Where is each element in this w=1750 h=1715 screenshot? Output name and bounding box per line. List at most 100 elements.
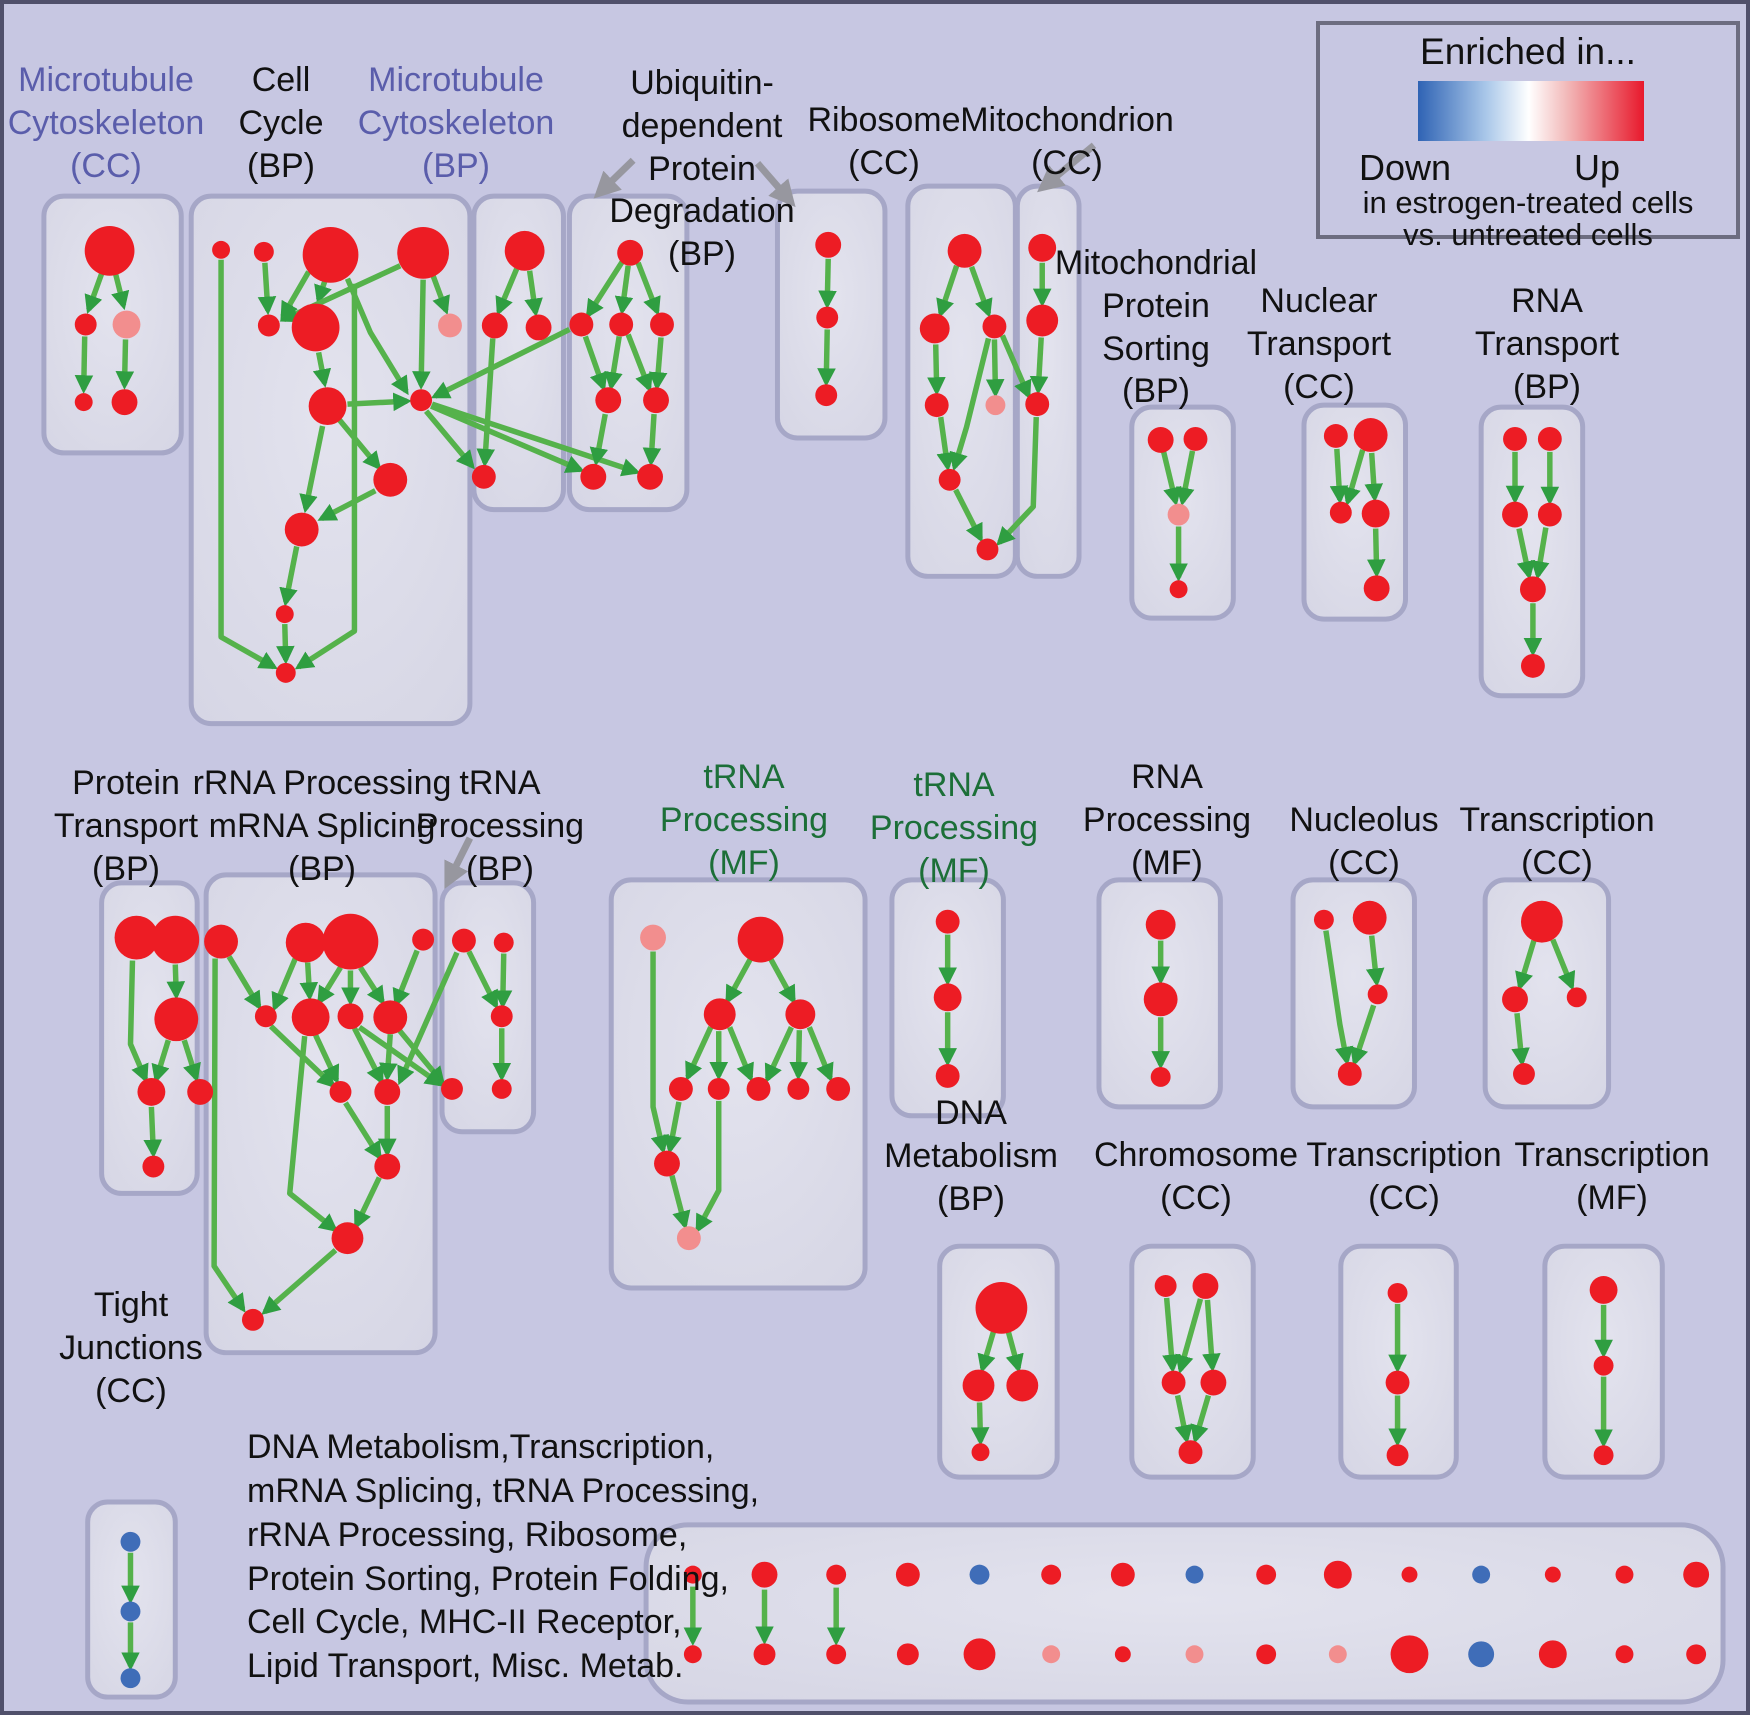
go-term-node (826, 1644, 847, 1665)
edge (347, 392, 412, 412)
go-term-node (490, 1005, 513, 1028)
edge (949, 337, 992, 472)
edge (1174, 1394, 1193, 1444)
go-term-node (481, 312, 508, 339)
go-term-node (397, 226, 449, 279)
edge (84, 272, 105, 314)
edge (378, 1033, 398, 1082)
go-term-node (302, 226, 359, 283)
go-term-node (1192, 1273, 1219, 1299)
go-term-node (935, 909, 960, 934)
go-term-node (471, 464, 496, 489)
edge (353, 1176, 382, 1230)
annotation-arrow (593, 157, 636, 199)
legend-down-label: Down (1358, 147, 1452, 188)
edge (669, 1174, 691, 1230)
go-term-node (1387, 1283, 1408, 1303)
go-term-node (284, 512, 319, 547)
edge (977, 1330, 997, 1374)
go-term-node (1323, 424, 1348, 448)
edge (968, 265, 993, 318)
go-term-node (1041, 1564, 1062, 1585)
edge (357, 1024, 444, 1087)
go-term-node (1154, 1275, 1177, 1297)
go-term-node (1042, 1645, 1061, 1664)
go-term-node (204, 924, 238, 959)
go-term-node (1367, 984, 1388, 1005)
go-term-node (935, 1064, 960, 1088)
go-term-node (112, 310, 141, 339)
go-term-node (683, 1565, 702, 1584)
edge (768, 957, 796, 1005)
edge (466, 950, 499, 1010)
edge (614, 265, 634, 316)
go-term-node (374, 1153, 401, 1180)
go-term-node (683, 1645, 702, 1664)
go-term-node (1353, 418, 1388, 452)
edge (648, 337, 668, 391)
edge (1516, 527, 1536, 580)
go-term-node (963, 1638, 996, 1671)
go-term-node (337, 1003, 364, 1030)
go-term-node (187, 1078, 214, 1105)
go-term-node (1256, 1644, 1277, 1665)
go-term-node (212, 240, 231, 259)
go-term-node (751, 1561, 778, 1588)
go-term-node (1200, 1369, 1227, 1396)
go-term-node (895, 1562, 920, 1587)
edge (279, 545, 300, 607)
go-term-node (1385, 1370, 1410, 1395)
edge (789, 1030, 808, 1081)
edge (524, 270, 543, 318)
go-term-node (1145, 909, 1176, 940)
edge (1160, 451, 1182, 507)
edge (115, 339, 135, 390)
go-term-node (120, 1668, 141, 1689)
go-term-node (1352, 900, 1387, 935)
edge (1162, 1297, 1181, 1374)
go-term-node (120, 1601, 141, 1622)
go-term-node (1114, 1646, 1131, 1663)
go-term-node (1686, 1644, 1707, 1665)
edge (397, 951, 460, 1086)
go-term-node (151, 915, 200, 964)
edge (663, 1101, 682, 1155)
go-term-node (976, 538, 999, 561)
go-term-node (1313, 909, 1334, 930)
go-term-node (111, 389, 138, 416)
go-term-node (1538, 1640, 1567, 1669)
go-term-node (609, 312, 634, 337)
legend: Enriched in... Down Up in estrogen-treat… (1316, 21, 1740, 252)
edge (412, 279, 431, 390)
go-term-node (1502, 501, 1528, 528)
go-term-node (640, 924, 666, 951)
go-term-node (410, 389, 433, 412)
go-term-node (676, 1226, 701, 1251)
edge (127, 960, 149, 1084)
edge (111, 273, 130, 311)
go-term-node (451, 928, 476, 953)
go-term-node (441, 1077, 463, 1100)
go-term-node (1110, 1562, 1135, 1587)
go-term-node (142, 1155, 165, 1178)
go-term-node (737, 916, 784, 963)
edge (953, 488, 983, 543)
edge (358, 965, 385, 1006)
go-term-node (746, 1076, 771, 1101)
go-term-node (826, 1076, 851, 1101)
go-term-node (816, 306, 839, 329)
edge (1323, 930, 1354, 1066)
edge (276, 624, 295, 665)
edge (818, 258, 837, 310)
cluster-box-misc-metabolism (643, 1522, 1726, 1705)
go-term-node (1468, 1641, 1495, 1668)
go-term-node (1185, 1645, 1204, 1664)
go-term-node (637, 463, 663, 490)
go-term-node (1161, 1370, 1186, 1395)
edge (1202, 1299, 1221, 1373)
go-term-node (1337, 1062, 1362, 1086)
edge (604, 336, 623, 391)
go-term-node (74, 313, 97, 336)
go-term-node (291, 303, 340, 352)
go-term-node (617, 239, 644, 266)
